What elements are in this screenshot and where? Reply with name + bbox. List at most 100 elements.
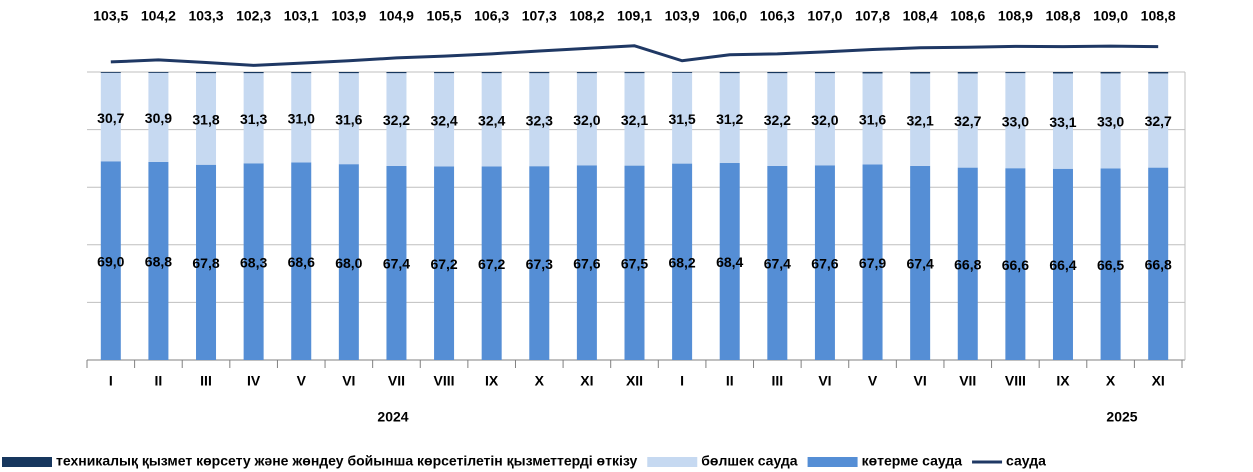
data-label: 67,6	[811, 255, 838, 271]
data-label: 67,2	[430, 256, 457, 272]
legend-swatch	[2, 457, 52, 467]
data-label: 32,2	[383, 112, 410, 128]
x-tick-label: VII	[388, 373, 405, 389]
data-label: 66,8	[1145, 257, 1172, 273]
data-label: 30,9	[145, 110, 172, 126]
bar-segment	[719, 73, 740, 164]
bar-segment	[434, 73, 455, 167]
x-tick-label: XI	[1152, 373, 1165, 389]
x-tick-label: VII	[959, 373, 976, 389]
data-label: 103,9	[665, 8, 700, 24]
data-label: 32,1	[907, 112, 934, 128]
x-tick-label: VIII	[434, 373, 455, 389]
legend-label: сауда	[1006, 453, 1046, 469]
data-label: 32,0	[811, 112, 838, 128]
data-label: 33,0	[1002, 113, 1029, 129]
bar-segment	[386, 73, 407, 166]
bar-segment	[576, 73, 597, 166]
data-label: 108,8	[1045, 8, 1080, 24]
bar-segment	[148, 72, 169, 73]
bar-segment	[624, 72, 645, 74]
bar-segment	[672, 72, 693, 73]
data-label: 67,9	[859, 255, 886, 271]
bar-segment	[672, 163, 693, 360]
bar-segment	[291, 73, 312, 163]
x-tick-label: V	[868, 373, 878, 389]
bar-segment	[576, 72, 597, 74]
data-label: 108,8	[1141, 8, 1176, 24]
data-label: 68,8	[145, 254, 172, 270]
legend-label: көтерме сауда	[862, 453, 963, 469]
data-label: 31,6	[335, 111, 362, 127]
bar-segment	[386, 72, 407, 74]
x-tick-label: IX	[485, 373, 499, 389]
bar-segment	[862, 72, 883, 74]
data-label: 109,1	[617, 8, 652, 24]
bar-segment	[957, 72, 978, 74]
bar-segment	[1005, 72, 1026, 74]
bar-segment	[910, 165, 931, 360]
bar-segment	[862, 73, 883, 165]
data-label: 102,3	[236, 8, 271, 24]
x-tick-label: V	[297, 373, 307, 389]
data-label: 32,3	[526, 112, 553, 128]
bar-segment	[338, 164, 359, 360]
data-label: 108,4	[903, 8, 938, 24]
bar-segment	[767, 165, 788, 360]
x-tick-label: X	[535, 373, 545, 389]
bar-segment	[529, 166, 550, 360]
data-label: 32,4	[430, 113, 457, 129]
x-tick-label: VI	[818, 373, 831, 389]
bar-segment	[1148, 72, 1169, 74]
x-tick-label: IX	[1056, 373, 1070, 389]
bar-segment	[1100, 72, 1121, 74]
bar-segment	[386, 165, 407, 360]
bar-segment	[196, 164, 217, 360]
bar-segment	[814, 72, 835, 74]
bar-segment	[1052, 168, 1073, 360]
bar-segment	[1148, 73, 1169, 168]
data-label: 31,6	[859, 112, 886, 128]
data-label: 67,6	[573, 255, 600, 271]
data-label: 67,3	[526, 256, 553, 272]
data-label: 69,0	[97, 253, 124, 269]
bar-segment	[910, 72, 931, 74]
bar-segment	[291, 162, 312, 360]
data-label: 103,1	[284, 8, 319, 24]
data-label: 31,2	[716, 111, 743, 127]
bar-segment	[624, 73, 645, 166]
bar-segment	[434, 72, 455, 74]
data-label: 68,4	[716, 254, 743, 270]
data-label: 32,2	[764, 112, 791, 128]
bar-segment	[814, 73, 835, 166]
x-tick-label: I	[109, 373, 113, 389]
bar-segment	[196, 72, 217, 74]
data-label: 107,0	[807, 8, 842, 24]
bar-segment	[1052, 72, 1073, 74]
data-label: 106,3	[474, 8, 509, 24]
x-tick-label: III	[771, 373, 783, 389]
bar-segment	[100, 161, 121, 360]
bar-segment	[148, 72, 169, 162]
bar-segment	[100, 72, 121, 162]
bar-segment	[957, 167, 978, 360]
bar-segment	[434, 166, 455, 360]
bar-segment	[196, 73, 217, 165]
x-tick-label: VI	[914, 373, 927, 389]
x-tick-label: XII	[626, 373, 643, 389]
data-label: 32,7	[954, 113, 981, 129]
data-label: 107,8	[855, 8, 890, 24]
bar-segment	[338, 72, 359, 74]
x-tick-label: VI	[342, 373, 355, 389]
data-label: 66,5	[1097, 257, 1124, 273]
bar-segment	[767, 73, 788, 166]
data-label: 31,3	[240, 111, 267, 127]
data-label: 108,6	[950, 8, 985, 24]
bar-segment	[529, 73, 550, 167]
bar-segment	[481, 166, 502, 360]
data-label: 107,3	[522, 8, 557, 24]
bar-segment	[243, 163, 264, 360]
bar-segment	[672, 72, 693, 164]
data-label: 103,5	[93, 8, 128, 24]
